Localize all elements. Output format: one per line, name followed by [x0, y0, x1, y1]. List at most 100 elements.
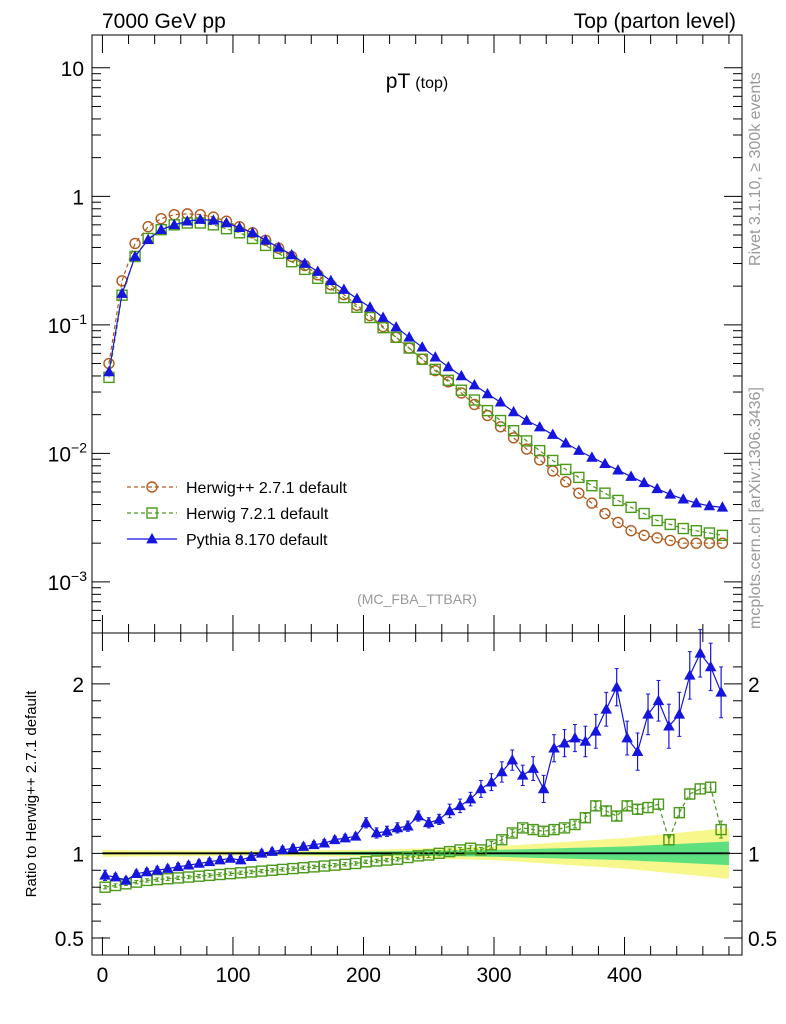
ratio-point-1-57	[694, 647, 706, 658]
main-point-2-30	[494, 396, 507, 407]
ratio-point-1-16	[266, 845, 278, 856]
main-point-1-41	[638, 507, 650, 520]
ratio-ytick-label-right-1: 1	[748, 843, 760, 866]
ratio-point-1-43	[548, 742, 560, 753]
main-point-2-44	[677, 493, 690, 504]
main-point-1-22	[390, 331, 402, 343]
main-point-1-28	[468, 394, 481, 406]
ratio-xtick-label-3: 300	[476, 964, 511, 987]
main-ytick-exp-2: −1	[71, 311, 87, 327]
ratio-point-1-19	[297, 840, 310, 851]
main-point-0-36	[573, 487, 585, 499]
ratio-series-line-0	[104, 786, 722, 888]
ratio-point-1-55	[673, 708, 686, 719]
ratio-point-1-2	[120, 874, 132, 885]
main-ytick-label-1: 1	[72, 186, 84, 209]
main-point-0-2	[129, 237, 141, 250]
ratio-plot-panel: 2 2 1 1 0.5 0.5 0 100 200 300 400 Ratio to Herwig++…	[23, 629, 777, 987]
main-ytick-exp-4: −3	[71, 568, 87, 584]
main-point-1-34	[547, 454, 559, 467]
main-point-1-27	[455, 384, 468, 396]
main-point-2-9	[220, 216, 233, 228]
ratio-point-1-44	[558, 737, 571, 748]
main-point-1-26	[442, 374, 455, 387]
main-point-2-33	[533, 421, 546, 432]
main-point-2-21	[377, 311, 389, 322]
main-point-2-15	[299, 257, 311, 268]
main-point-2-36	[573, 444, 585, 455]
ratio-point-1-33	[443, 804, 456, 816]
main-point-2-10	[233, 221, 246, 233]
main-point-2-6	[181, 215, 194, 226]
ratio-point-0-55	[673, 806, 686, 819]
main-point-2-25	[429, 351, 442, 362]
main-point-2-17	[325, 274, 337, 286]
main-point-1-33	[533, 444, 546, 457]
main-point-2-16	[312, 265, 324, 276]
main-point-0-39	[612, 516, 624, 529]
main-point-0-35	[560, 476, 572, 488]
main-point-1-36	[573, 471, 585, 484]
ratio-xtick-label-0: 0	[97, 964, 109, 987]
legend-label-2: Pythia 8.170 default	[186, 532, 328, 549]
main-ytick-label-4: 10−3	[48, 568, 88, 595]
ratio-point-1-26	[370, 826, 383, 838]
main-point-0-47	[716, 537, 729, 549]
main-point-0-33	[533, 454, 546, 466]
main-point-2-26	[442, 360, 455, 372]
ratio-point-1-46	[579, 735, 592, 746]
main-point-2-34	[546, 428, 559, 439]
main-point-0-40	[625, 525, 637, 537]
main-point-0-32	[520, 443, 533, 455]
main-point-2-45	[690, 497, 703, 508]
ratio-ytick-label-left-2: 0.5	[55, 928, 84, 951]
ratio-point-1-48	[600, 703, 613, 714]
main-point-2-2	[129, 250, 141, 261]
main-point-1-20	[364, 311, 376, 324]
main-point-1-46	[703, 527, 716, 539]
main-point-0-30	[494, 421, 507, 433]
main-point-0-3	[142, 221, 154, 233]
main-title: pT (top)	[386, 70, 448, 93]
main-point-1-30	[494, 414, 507, 427]
ratio-point-1-8	[182, 859, 195, 870]
ratio-point-1-59	[715, 686, 727, 697]
main-point-2-28	[468, 379, 481, 390]
ratio-ylabel: Ratio to Herwig++ 2.7.1 default	[23, 690, 40, 898]
legend-marker-1	[146, 507, 158, 519]
ratio-point-1-22	[329, 833, 341, 845]
ratio-xtick-label-4: 400	[607, 964, 642, 987]
ratio-point-1-58	[704, 660, 717, 672]
main-point-1-37	[586, 480, 598, 492]
main-point-0-42	[651, 532, 663, 544]
rivet-label: Rivet 3.1.10, ≥ 300k events	[747, 72, 764, 266]
main-ytick-base-4: 10	[48, 572, 71, 595]
legend-label-1: Herwig 7.2.1 default	[186, 506, 329, 523]
ratio-point-1-9	[193, 857, 205, 868]
legend-marker-2	[146, 532, 158, 544]
legend-label-0: Herwig++ 2.7.1 default	[186, 480, 348, 497]
main-title-sub: (top)	[415, 75, 448, 92]
main-ytick-base-2: 10	[48, 315, 71, 338]
ratio-point-1-5	[151, 864, 164, 875]
ratio-point-1-3	[130, 867, 143, 878]
main-point-0-43	[664, 534, 676, 547]
ratio-point-1-53	[652, 694, 665, 706]
main-point-1-42	[651, 514, 663, 527]
ratio-point-1-54	[663, 720, 675, 731]
main-point-2-19	[351, 292, 363, 303]
main-point-2-46	[703, 499, 716, 511]
main-point-2-20	[364, 301, 376, 312]
ratio-point-1-28	[391, 821, 404, 833]
ratio-point-1-49	[610, 681, 623, 692]
main-point-1-21	[377, 321, 389, 334]
main-point-2-27	[455, 369, 468, 381]
main-point-2-39	[612, 464, 624, 475]
main-point-2-3	[142, 233, 154, 244]
ratio-point-1-36	[475, 782, 487, 794]
ratio-ytick-label-right-0: 2	[748, 674, 760, 697]
ratio-point-1-6	[161, 862, 174, 873]
ratio-point-1-23	[339, 832, 351, 843]
main-point-1-43	[664, 518, 676, 531]
